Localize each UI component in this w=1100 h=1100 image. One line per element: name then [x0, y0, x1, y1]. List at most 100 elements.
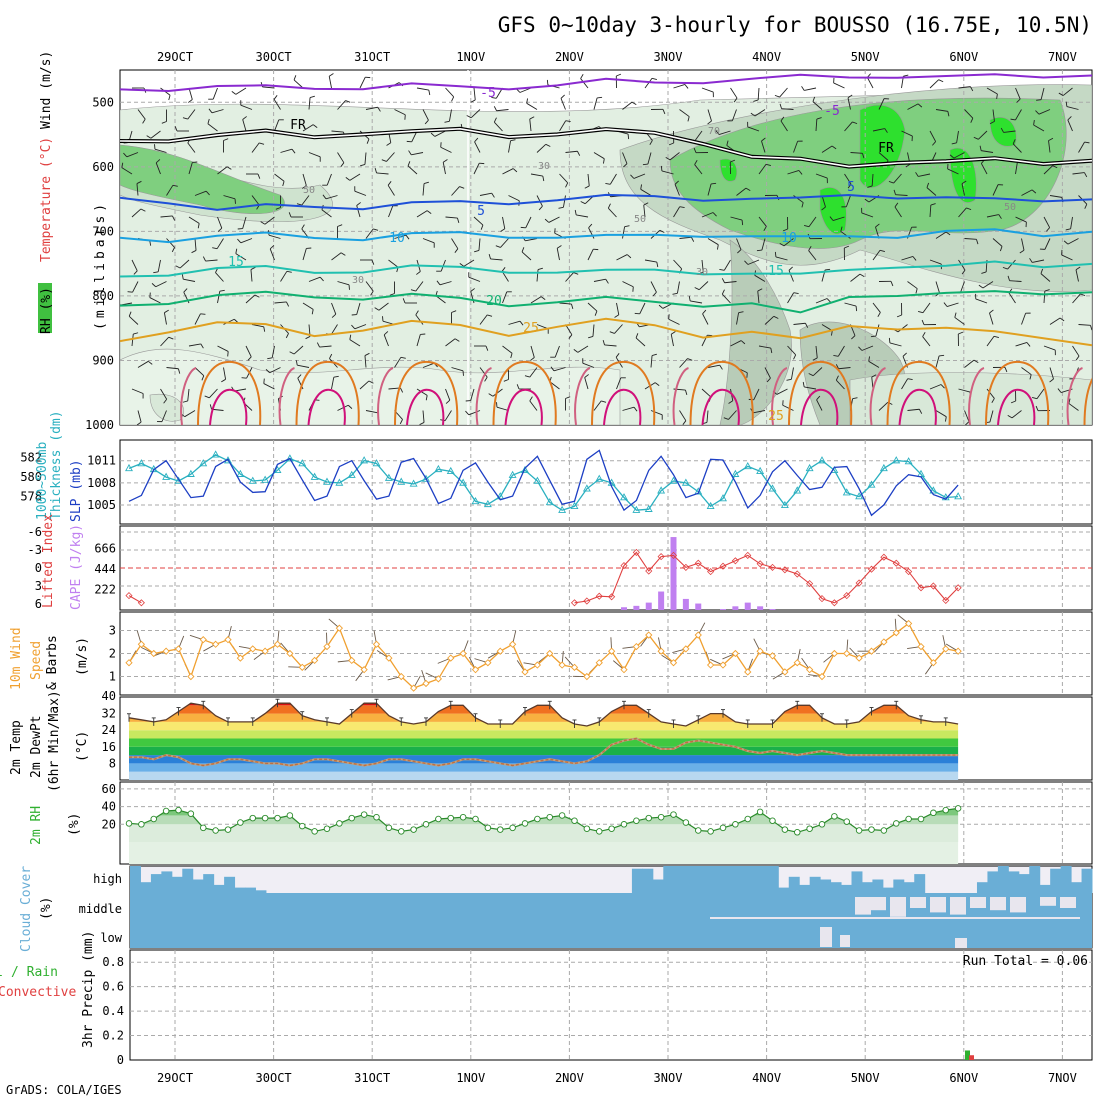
wind-barb-flag: [862, 153, 865, 159]
cloud-gap-middle: [870, 897, 886, 911]
wind-barb-flag: [965, 421, 970, 425]
wind-barb: [1048, 140, 1051, 153]
li-point: [917, 584, 925, 592]
cloud-bar-high: [788, 876, 800, 893]
wind-barb: [668, 318, 680, 325]
wind-barb-flag: [665, 156, 671, 161]
wind-tick: 2: [109, 647, 116, 661]
cloud-level-label: middle: [79, 902, 122, 916]
wind-barb-flag: [979, 145, 982, 151]
wind-barb: [416, 87, 429, 91]
wind-barb-flag: [1084, 172, 1088, 178]
wind-barb: [1021, 189, 1033, 196]
wind-barb-flag: [1044, 289, 1050, 292]
rh-label: 2m RH: [29, 806, 44, 845]
wind-barb-flag: [651, 77, 658, 81]
wind-barb: [878, 401, 889, 411]
wind-barb: [986, 87, 998, 95]
wind-barb: [422, 183, 425, 196]
wind-barb: [468, 276, 481, 282]
wind-barb: [179, 259, 190, 269]
chart-title: GFS 0~10day 3-hourly for BOUSSO (16.75E,…: [498, 13, 1092, 37]
wind-barb: [262, 86, 275, 89]
wind-barb-flag: [172, 215, 176, 221]
wind-barb: [986, 214, 999, 218]
wind-barb-flag: [694, 287, 700, 291]
wind-barb-flag: [989, 121, 995, 125]
wind-barb: [536, 143, 547, 153]
wind-speed-point: [805, 666, 814, 674]
wind-barb: [1078, 324, 1091, 326]
wind-barb-flag: [250, 266, 256, 270]
wind-barb: [1043, 345, 1056, 351]
wind-barb-flag: [260, 221, 266, 225]
wind-barb-flag: [269, 245, 275, 250]
wind-barb-flag: [1010, 400, 1016, 404]
wind-barb: [496, 109, 509, 112]
wind-barb: [989, 410, 994, 423]
wind-barb: [1070, 216, 1073, 229]
wind-barb-flag: [480, 224, 484, 230]
wind-barb: [959, 281, 965, 293]
wind-barb-flag: [1016, 98, 1021, 103]
wind-barb-flag: [356, 202, 361, 206]
cloud-gap-middle: [930, 897, 946, 913]
wind-barb: [587, 173, 590, 186]
wind-barb-flag: [347, 404, 353, 409]
pressure-tick: 500: [92, 95, 114, 109]
wind-barb: [131, 259, 138, 271]
wind-barb-flag: [949, 154, 955, 159]
isotherm-35-left: [869, 367, 886, 425]
wind-speed-point: [508, 640, 517, 648]
wind-barb: [587, 249, 594, 261]
wind-label-line4: (m/s): [75, 637, 90, 676]
thickness-point: [644, 504, 653, 512]
isotherm-30: [591, 360, 656, 425]
wind-barb-flag: [451, 310, 457, 313]
wind-speed-point: [645, 631, 653, 639]
wind-barb: [242, 119, 247, 132]
wind-barb: [702, 313, 709, 325]
wind-barb-flag: [174, 126, 178, 132]
cloud-bar-high: [1050, 868, 1062, 893]
wind-barb-flag: [545, 143, 551, 147]
contour-label: 25: [523, 321, 539, 336]
wind-barb-flag: [410, 289, 416, 292]
wind-barb-flag: [896, 314, 902, 318]
wind-barb: [844, 173, 852, 185]
wind-barb: [670, 334, 674, 347]
wind-barb: [1021, 313, 1027, 325]
wind-barb: [388, 259, 399, 268]
cloud-bar-high: [872, 879, 884, 893]
wind-barb-flag: [602, 340, 605, 346]
wind-barb: [131, 388, 144, 394]
rh-point: [534, 815, 541, 823]
wind-barb-flag: [802, 381, 805, 388]
wind-barb: [271, 345, 275, 358]
thickness-point: [756, 466, 765, 475]
wind-barb-flag: [679, 206, 685, 209]
wind-barb-flag: [922, 332, 926, 337]
wind-barb: [194, 190, 207, 196]
isotherm: [120, 73, 1092, 93]
rh-point: [818, 821, 826, 828]
wind-barb-flag: [149, 240, 152, 246]
wind-barb: [893, 173, 902, 184]
date-axis-top: 29OCT 30OCT 31OCT 1NOV 2NOV 3NOV 4NOV 5NOV 6NOV 7…: [157, 50, 1077, 64]
wind-barb-flag: [387, 181, 392, 186]
thickness-point: [657, 486, 666, 494]
wind-barb-flag: [852, 121, 858, 125]
wind-barb: [439, 281, 452, 286]
wind-barb-flag: [888, 337, 891, 343]
wind-barb: [847, 97, 851, 110]
wind-barb-flag: [133, 270, 138, 275]
wind-barb: [897, 324, 908, 333]
wind-speed-point: [335, 624, 344, 632]
wind-barb-flag: [289, 351, 295, 355]
cloud-bar-high: [234, 887, 246, 893]
contour-label: 70: [708, 126, 720, 137]
wind-barb-flag: [389, 293, 395, 296]
wind-barb: [604, 344, 617, 347]
rh-point: [571, 817, 578, 825]
wind-barb: [650, 410, 663, 416]
